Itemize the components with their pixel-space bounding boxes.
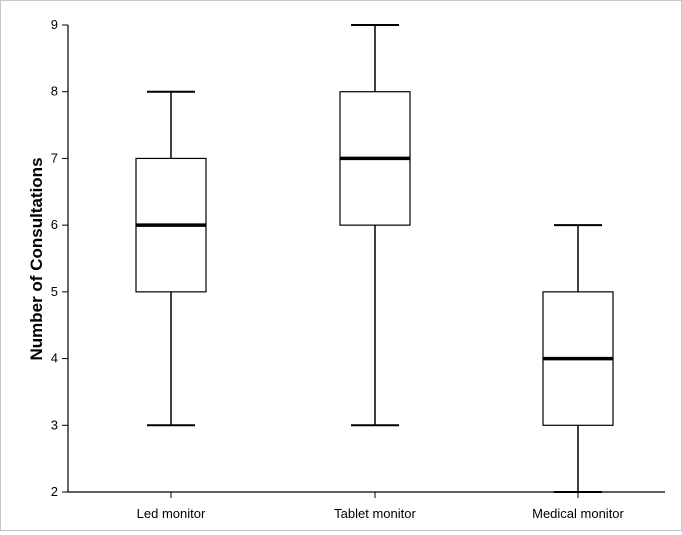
y-axis: 2 3 4 5 6 7 8 9 <box>51 17 69 499</box>
box-group <box>542 224 614 493</box>
x-axis: Led monitor Tablet monitor Medical monitor <box>68 491 665 521</box>
y-tick-label: 8 <box>51 84 58 99</box>
box-group <box>339 24 411 427</box>
x-category-label: Led monitor <box>137 506 206 521</box>
y-tick-label: 2 <box>51 484 58 499</box>
boxes <box>135 24 614 493</box>
y-tick-label: 9 <box>51 17 58 32</box>
y-tick-label: 4 <box>51 351 58 366</box>
x-category-label: Tablet monitor <box>334 506 416 521</box>
y-tick-label: 3 <box>51 417 58 432</box>
y-tick-label: 5 <box>51 284 58 299</box>
y-tick-label: 6 <box>51 217 58 232</box>
x-category-label: Medical monitor <box>532 506 624 521</box>
y-axis-title: Number of Consultations <box>27 157 46 360</box>
y-tick-label: 7 <box>51 150 58 165</box>
box-group <box>135 90 207 427</box>
